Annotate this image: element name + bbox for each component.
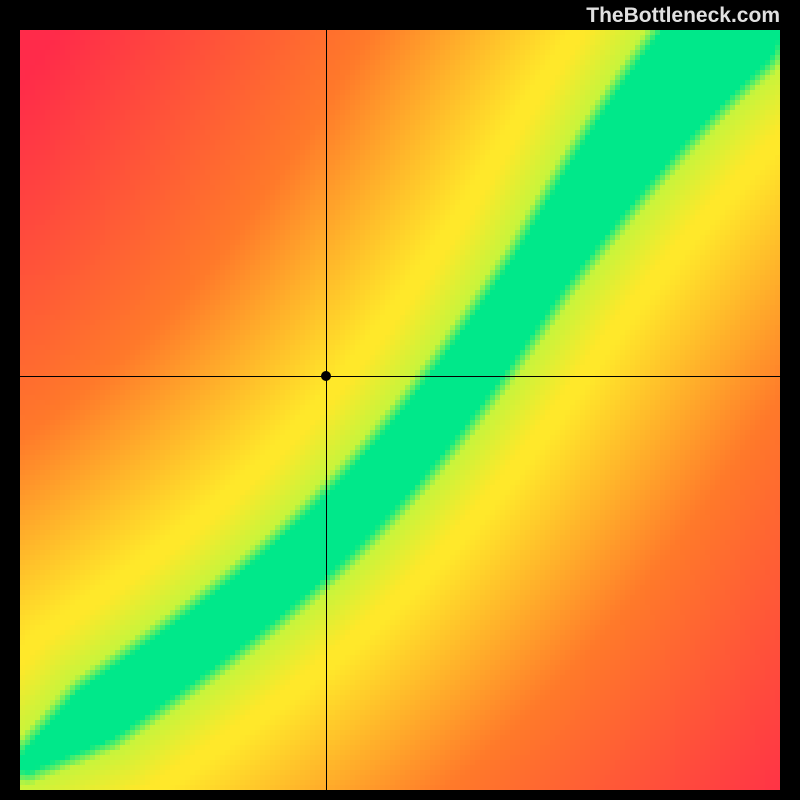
chart-container: TheBottleneck.com (0, 0, 800, 800)
watermark-text: TheBottleneck.com (586, 4, 780, 28)
crosshair-vertical (326, 30, 327, 790)
plot-area (20, 30, 780, 790)
heatmap-canvas (20, 30, 780, 790)
data-point-marker (321, 371, 331, 381)
crosshair-horizontal (20, 376, 780, 377)
